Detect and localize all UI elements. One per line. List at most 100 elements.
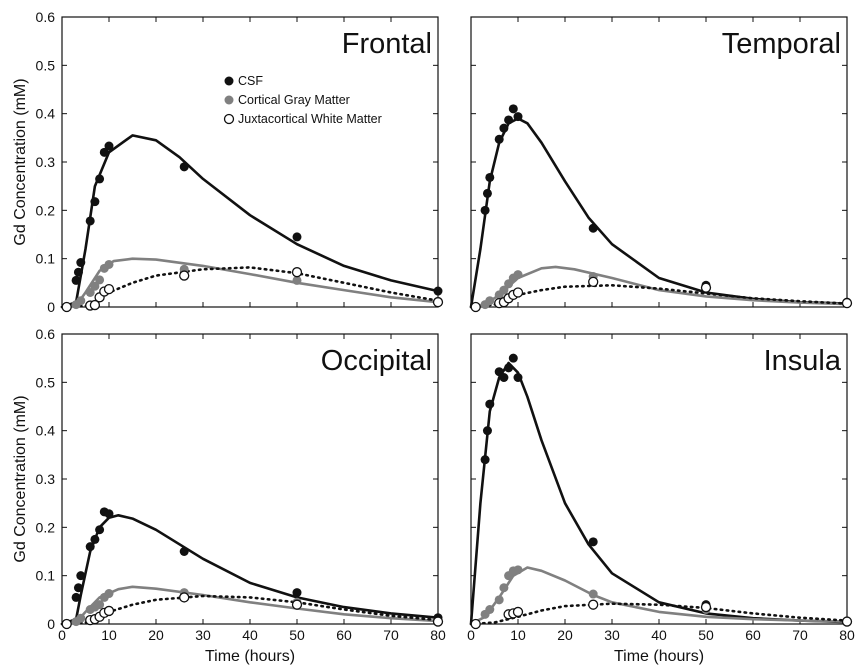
data-point-white-matter (470, 618, 481, 630)
x-tick-label: 0 (58, 627, 66, 643)
data-point-gray-matter (588, 589, 598, 599)
y-tick-label: 0.2 (36, 202, 56, 218)
plot-frame (61, 333, 439, 625)
data-point-csf (90, 534, 100, 544)
y-axis-label: Gd Concentration (mM) (12, 78, 29, 245)
data-point-gray-matter (95, 600, 105, 610)
data-point-gray-matter (513, 565, 523, 575)
plot-frame (470, 16, 848, 308)
data-point-gray-matter (76, 613, 86, 623)
fit-line-csf (60, 514, 440, 626)
data-point-csf (504, 363, 514, 373)
plot-frame (470, 333, 848, 625)
y-tick-label: 0.5 (36, 57, 56, 73)
panel-insula: 0 10 20 30 40 50 60 70 80 Time (hours) Insula (467, 333, 855, 665)
y-tick-label: 0.6 (36, 326, 56, 342)
data-point-white-matter (700, 601, 712, 613)
legend-marker-csf (224, 76, 234, 86)
x-axis-label: Time (hours) (205, 648, 295, 665)
data-point-csf (76, 258, 86, 268)
data-point-csf (504, 115, 514, 125)
data-point-white-matter (588, 276, 599, 288)
data-point-csf (71, 275, 81, 285)
data-point-white-matter (179, 270, 190, 281)
data-point-csf (104, 141, 114, 151)
data-point-csf (71, 592, 81, 602)
data-point-csf (588, 223, 598, 233)
data-point-csf (485, 172, 495, 182)
panel-temporal: Temporal (469, 16, 853, 313)
data-point-csf (95, 174, 105, 184)
y-tick-label: 0.5 (36, 374, 56, 390)
data-point-white-matter (432, 616, 444, 627)
x-tick-label: 20 (557, 627, 573, 643)
x-axis-label: Time (hours) (614, 648, 704, 665)
data-point-csf (433, 286, 443, 296)
fit-line-csf (60, 134, 440, 309)
x-tick-label: 70 (383, 627, 399, 643)
x-tick-label: 30 (604, 627, 620, 643)
panel-title: Insula (764, 345, 842, 377)
data-point-white-matter (432, 297, 444, 308)
fit-line-white-matter (469, 284, 849, 309)
data-point-white-matter (291, 267, 303, 278)
data-point-white-matter (89, 299, 101, 311)
x-tick-label: 0 (467, 627, 475, 643)
data-point-csf (104, 509, 114, 519)
y-tick-label: 0.6 (36, 9, 56, 25)
data-point-csf (99, 147, 109, 157)
fit-line-csf (469, 361, 849, 626)
data-point-csf (513, 373, 523, 382)
legend-label-white-matter: Juxtacortical White Matter (238, 112, 382, 126)
data-point-csf (85, 216, 95, 226)
y-tick-label: 0.3 (36, 471, 56, 487)
data-point-csf (179, 162, 189, 172)
data-point-gray-matter (494, 595, 504, 605)
data-point-gray-matter (104, 589, 114, 599)
data-point-csf (513, 112, 523, 122)
x-tick-label: 30 (195, 627, 211, 643)
data-point-csf (73, 267, 83, 277)
data-point-csf (508, 104, 518, 114)
legend-marker-white-matter (223, 113, 235, 125)
data-point-csf (482, 426, 492, 436)
data-point-white-matter (470, 301, 481, 313)
data-point-csf (588, 537, 598, 547)
y-tick-label: 0 (47, 299, 55, 315)
data-point-white-matter (700, 282, 712, 293)
y-tick-label: 0.4 (36, 423, 56, 439)
y-tick-label: 0.4 (36, 106, 56, 122)
data-point-csf (179, 547, 189, 556)
data-point-csf (485, 399, 495, 409)
data-point-csf (499, 123, 509, 133)
data-point-gray-matter (513, 270, 523, 280)
x-tick-label: 20 (148, 627, 164, 643)
x-tick-label: 50 (698, 627, 714, 643)
data-point-white-matter (841, 616, 853, 627)
data-point-gray-matter (485, 605, 495, 614)
data-point-gray-matter (85, 288, 95, 297)
y-tick-label: 0.3 (36, 154, 56, 170)
fit-line-white-matter (469, 602, 849, 626)
data-point-gray-matter (499, 285, 509, 295)
data-point-white-matter (512, 287, 524, 298)
data-point-white-matter (103, 283, 115, 295)
data-point-gray-matter (485, 296, 495, 306)
data-point-csf (292, 232, 302, 242)
y-tick-label: 0.2 (36, 519, 56, 535)
x-tick-label: 10 (510, 627, 526, 643)
data-point-csf (76, 571, 86, 581)
legend-label-csf: CSF (238, 74, 263, 88)
data-point-gray-matter (104, 259, 114, 269)
data-point-csf (494, 134, 504, 144)
data-point-csf (90, 197, 100, 207)
y-tick-label: 0 (47, 616, 55, 632)
data-point-white-matter (179, 592, 190, 603)
data-point-csf (292, 588, 302, 598)
legend: CSF Cortical Gray Matter Juxtacortical Whi… (223, 74, 382, 126)
panel-title: Occipital (321, 345, 432, 377)
data-point-white-matter (512, 606, 524, 618)
data-point-csf (95, 525, 105, 535)
data-point-csf (499, 373, 509, 382)
